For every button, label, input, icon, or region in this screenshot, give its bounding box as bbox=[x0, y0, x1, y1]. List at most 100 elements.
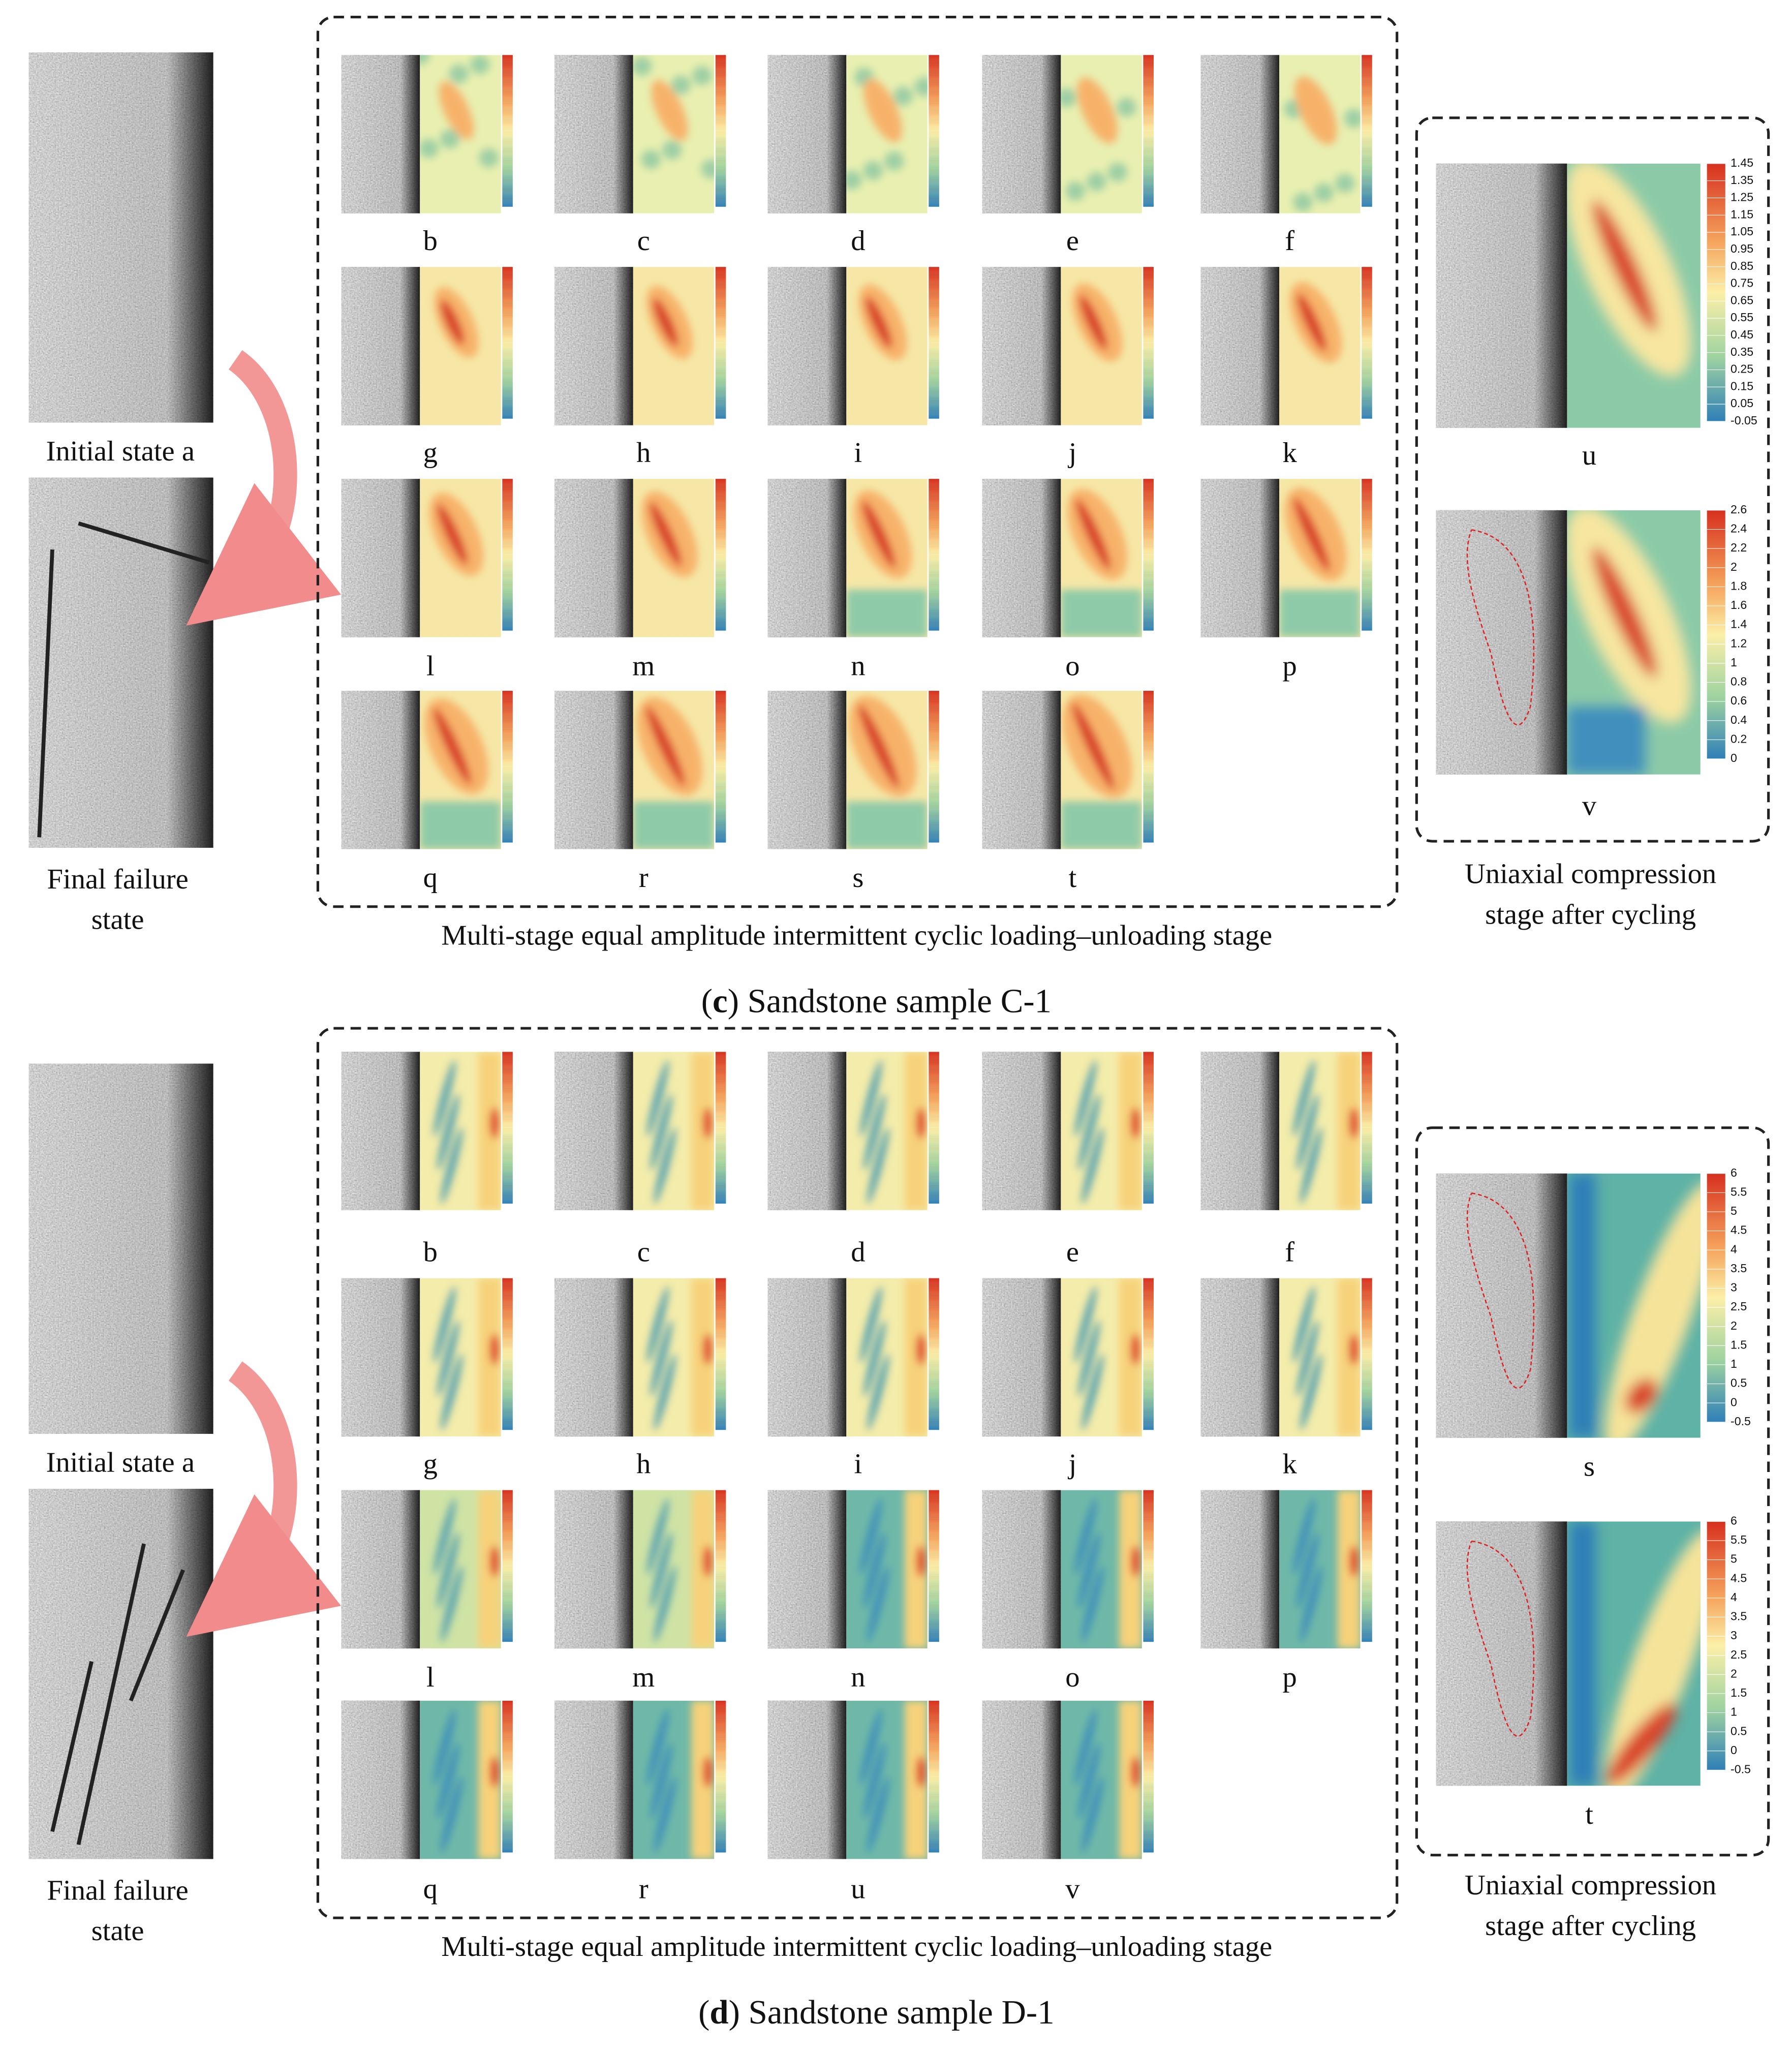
specimen-edge bbox=[554, 1052, 633, 1210]
damage-outline bbox=[1466, 1540, 1535, 1737]
strain-map bbox=[633, 267, 715, 425]
colorbar bbox=[502, 1052, 513, 1204]
strain-map bbox=[420, 55, 501, 213]
colorbar-tick-label: 4.5 bbox=[1731, 1223, 1747, 1237]
specimen-edge bbox=[341, 1490, 420, 1649]
specimen-edge bbox=[1436, 1521, 1567, 1786]
map-features bbox=[1279, 487, 1361, 637]
specimen-edge bbox=[341, 267, 420, 425]
colorbar bbox=[502, 55, 513, 207]
red-spot bbox=[489, 1107, 500, 1139]
strain-map bbox=[633, 1490, 715, 1649]
colorbar bbox=[1362, 1278, 1372, 1430]
panel-label: m bbox=[632, 1662, 655, 1693]
specimen-edge bbox=[767, 1052, 847, 1210]
initial-label: Initial state a bbox=[46, 436, 195, 467]
stripe bbox=[863, 1742, 886, 1819]
colorbar-tick-label: 1.2 bbox=[1731, 636, 1747, 650]
colorbar-tick-label: 0.95 bbox=[1731, 242, 1753, 255]
colorbar bbox=[1143, 1490, 1154, 1642]
map-features bbox=[646, 1700, 715, 1859]
stripe bbox=[1078, 1093, 1100, 1171]
band bbox=[651, 80, 688, 141]
map-features bbox=[1074, 1700, 1142, 1859]
stripe bbox=[1074, 1498, 1097, 1575]
stripe bbox=[650, 1320, 672, 1397]
caption-part: ) Sandstone sample C-1 bbox=[728, 983, 1052, 1020]
band-core bbox=[865, 296, 892, 348]
stripe bbox=[1293, 1498, 1315, 1575]
red-spot bbox=[1349, 1333, 1359, 1365]
colorbar-tick-label: 3.5 bbox=[1731, 1610, 1747, 1623]
blob bbox=[662, 140, 682, 160]
colorbar bbox=[1143, 55, 1154, 207]
colorbar-tick-label: -0.5 bbox=[1731, 1415, 1751, 1428]
colorbar-tick-label: 1.4 bbox=[1731, 618, 1747, 631]
panel-label: v bbox=[1065, 1874, 1080, 1905]
blob bbox=[440, 129, 460, 148]
blob bbox=[846, 170, 862, 190]
band bbox=[439, 81, 474, 140]
side-map bbox=[1567, 163, 1701, 428]
strain-map bbox=[1061, 479, 1142, 637]
colorbar-tick-label: 4.5 bbox=[1731, 1571, 1747, 1584]
strain-map bbox=[1061, 267, 1142, 425]
panel-label: f bbox=[1285, 225, 1294, 257]
blob bbox=[449, 64, 469, 84]
blob bbox=[641, 150, 661, 169]
panel-label: r bbox=[639, 862, 648, 894]
panel-label: g bbox=[423, 437, 438, 469]
colorbar-tick-label: 2 bbox=[1731, 560, 1737, 573]
map-features bbox=[420, 55, 499, 168]
specimen-edge bbox=[982, 267, 1061, 425]
colorbar-tick-label: 0.25 bbox=[1731, 362, 1753, 376]
stripe bbox=[1082, 1127, 1104, 1204]
colorbar-tick-label: 3 bbox=[1731, 1281, 1737, 1294]
colorbar bbox=[929, 267, 939, 419]
stripe bbox=[1078, 1532, 1100, 1609]
specimen-edge bbox=[982, 1490, 1061, 1649]
strain-map bbox=[1061, 1700, 1142, 1859]
specimen-edge bbox=[767, 1490, 847, 1649]
colorbar bbox=[1707, 1173, 1725, 1422]
red-spot bbox=[1349, 1107, 1359, 1139]
colorbar-tick-label: 3.5 bbox=[1731, 1262, 1747, 1275]
panel-label: s bbox=[852, 862, 863, 894]
stripe bbox=[650, 1532, 672, 1609]
specimen-edge bbox=[554, 479, 633, 637]
band bbox=[863, 78, 902, 142]
strain-map bbox=[633, 1278, 715, 1437]
colorbar bbox=[929, 1490, 939, 1642]
stripe bbox=[1300, 1127, 1322, 1204]
stripe bbox=[650, 1093, 672, 1171]
final-label: Final failure bbox=[47, 864, 189, 895]
side-caption: stage after cycling bbox=[1485, 1910, 1696, 1942]
panel-label: b bbox=[423, 1236, 438, 1268]
map-features bbox=[1293, 1490, 1361, 1649]
colorbar-tick-label: 5 bbox=[1731, 1204, 1737, 1217]
colorbar-tick-label: 2.4 bbox=[1731, 522, 1747, 535]
stripe bbox=[434, 1286, 456, 1363]
lower-zone bbox=[1279, 590, 1361, 637]
colorbar-tick-label: 0 bbox=[1731, 1395, 1737, 1408]
colorbar-tick-label: -0.5 bbox=[1731, 1762, 1751, 1775]
colorbar-tick-label: 1.25 bbox=[1731, 191, 1753, 204]
strain-map bbox=[420, 691, 501, 849]
colorbar-tick-label: 2.5 bbox=[1731, 1648, 1747, 1661]
stripe bbox=[441, 1776, 463, 1853]
map-features bbox=[846, 695, 928, 849]
specimen-edge bbox=[28, 477, 213, 848]
colorbar-tick-label: 0.65 bbox=[1731, 293, 1753, 306]
specimen-edge bbox=[341, 691, 420, 849]
stripe bbox=[867, 1354, 889, 1431]
blob bbox=[1344, 109, 1361, 128]
blob bbox=[701, 159, 715, 179]
colorbar bbox=[929, 691, 939, 843]
panel-label: p bbox=[1283, 650, 1297, 682]
stripe bbox=[1074, 1709, 1097, 1786]
panel-label: b bbox=[423, 225, 438, 257]
panel-label: g bbox=[423, 1448, 438, 1480]
panel-label: v bbox=[1582, 790, 1597, 822]
